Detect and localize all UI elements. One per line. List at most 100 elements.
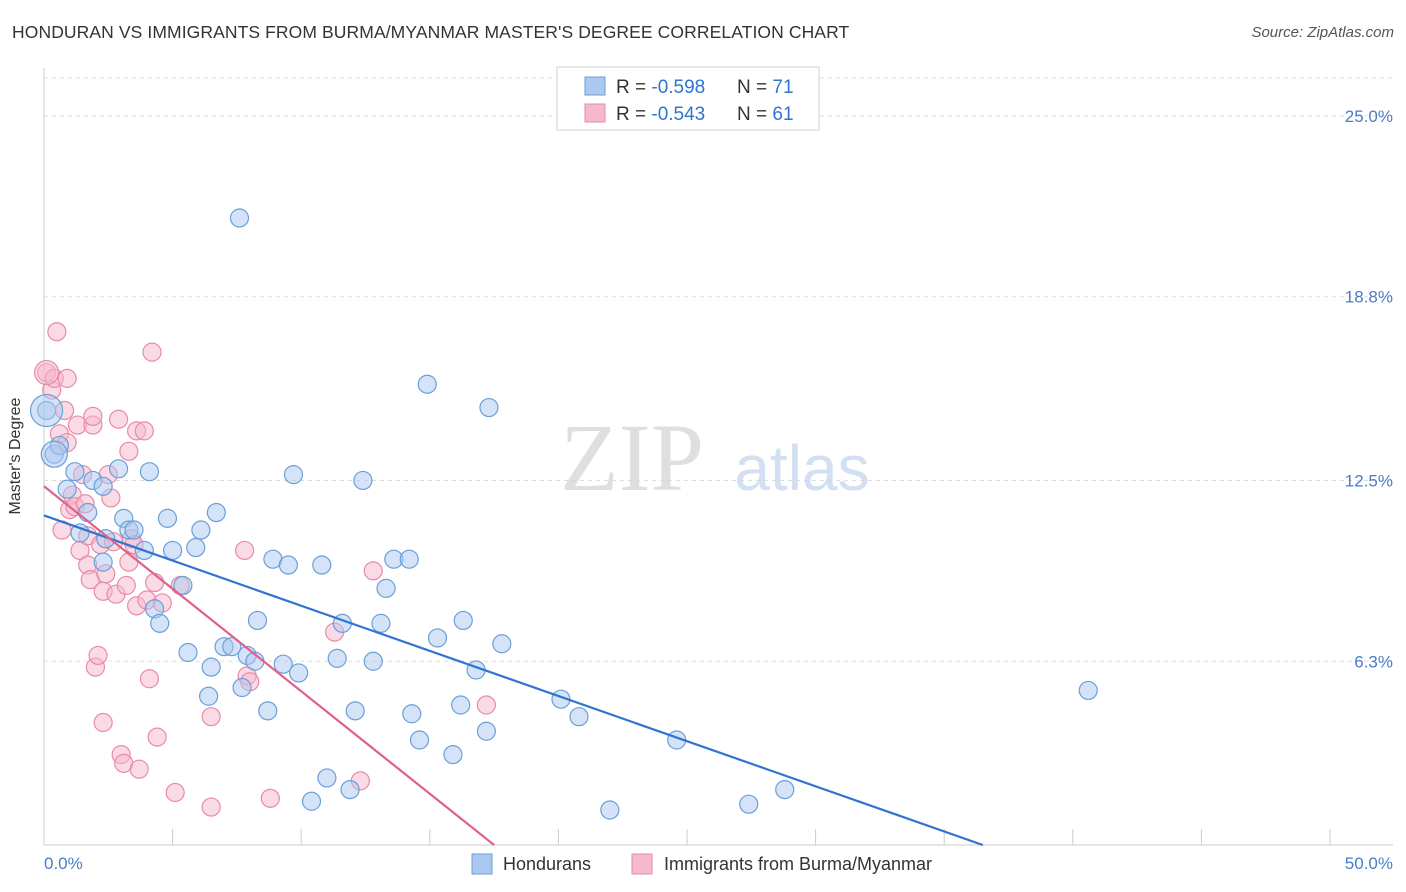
honduran-point-57 (427, 628, 448, 648)
honduran-point-34 (247, 610, 268, 631)
honduran-point-29 (222, 637, 242, 657)
honduran-point-42 (312, 555, 332, 575)
burma-point-53 (235, 540, 255, 561)
legend-label-burma: Immigrants from Burma/Myanmar (664, 854, 932, 874)
y-tick-label-2: 18.8% (1345, 288, 1393, 307)
burma-point-60 (119, 552, 139, 572)
burma-point-49 (165, 782, 185, 803)
honduran-point-63 (492, 634, 512, 654)
honduran-point-43 (317, 768, 337, 788)
burma-point-41 (134, 421, 154, 441)
honduran-point-70 (775, 779, 795, 800)
honduran-point-64 (476, 721, 496, 741)
honduran-point-22 (178, 642, 198, 663)
burma-point-43 (139, 669, 160, 689)
burma-point-45 (144, 572, 165, 593)
axes (43, 68, 1393, 846)
svg-text:R = -0.543: R = -0.543 (616, 104, 705, 125)
honduran-point-62 (479, 397, 499, 418)
burma-point-54 (260, 788, 280, 808)
burma-point-3 (47, 322, 67, 342)
honduran-point-60 (453, 610, 473, 631)
honduran-point-21 (173, 575, 193, 596)
honduran-point-55 (409, 730, 430, 750)
honduran-point-20 (163, 540, 183, 561)
stats-n-value-2: 61 (772, 104, 793, 125)
burma-point-35 (119, 441, 139, 461)
honduran-point-38 (278, 555, 298, 575)
stats-n-value-1: 71 (772, 77, 793, 98)
burma-point-8 (57, 368, 77, 388)
honduran-point-47 (345, 701, 365, 721)
honduran-point-53 (399, 549, 419, 569)
burma-point-25 (93, 712, 113, 733)
x-tick-label-0: 0.0% (44, 854, 83, 873)
trend-lines (43, 485, 984, 847)
honduran-point-24 (191, 520, 211, 540)
honduran-point-31 (232, 677, 252, 698)
honduran-point-large-1 (29, 393, 64, 428)
x-tick-label-1: 50.0% (1345, 854, 1393, 873)
honduran-point-40 (289, 663, 309, 683)
honduran-point-25 (199, 686, 219, 706)
honduran-point-27 (206, 502, 226, 523)
stats-n-label-2: N = (737, 104, 772, 125)
honduran-point-large-2 (40, 440, 68, 468)
stats-r-value-1: -0.598 (651, 77, 705, 98)
legend-label-hondurans: Hondurans (503, 854, 591, 874)
stats-r-label-2: R = (616, 104, 651, 125)
honduran-point-51 (376, 578, 396, 598)
honduran-point-30 (229, 208, 250, 228)
stats-r-label-1: R = (616, 77, 651, 98)
honduran-trend-line (43, 514, 984, 847)
source-label: Source: ZipAtlas.com (1251, 24, 1394, 41)
honduran-point-18 (150, 613, 170, 633)
honduran-point-66 (569, 707, 589, 727)
honduran-point-54 (402, 704, 422, 724)
honduran-point-39 (283, 465, 304, 485)
watermark: ZIP atlas (560, 404, 870, 511)
y-tick-label-0: 6.3% (1354, 652, 1393, 671)
honduran-point-37 (273, 654, 293, 674)
honduran-point-35 (258, 701, 278, 721)
burma-point-50 (201, 707, 221, 727)
burma-point-51 (201, 797, 221, 817)
honduran-point-23 (186, 537, 206, 558)
stats-swatch-blue (584, 76, 606, 96)
honduran-point-71 (1078, 680, 1098, 701)
series-hondurans-points (29, 208, 1098, 820)
honduran-point-58 (443, 744, 463, 765)
honduran-point-4 (65, 462, 85, 482)
watermark-atlas: atlas (734, 432, 869, 504)
honduran-point-48 (353, 470, 373, 491)
honduran-point-5 (70, 523, 90, 543)
honduran-point-9 (96, 529, 116, 549)
series-legend: Hondurans Immigrants from Burma/Myanmar (471, 853, 932, 875)
honduran-point-8 (93, 552, 113, 572)
honduran-point-44 (327, 648, 347, 668)
burma-trend-line (43, 485, 495, 846)
honduran-point-11 (108, 459, 129, 479)
burma-point-34 (116, 575, 136, 596)
burma-point-58 (476, 695, 496, 715)
honduran-point-59 (451, 695, 471, 715)
honduran-point-46 (340, 779, 360, 800)
burma-point-57 (363, 561, 383, 581)
honduran-point-56 (417, 374, 437, 394)
honduran-point-50 (371, 613, 391, 633)
legend-swatch-hondurans (471, 853, 493, 875)
honduran-point-49 (363, 651, 383, 671)
svg-text:N = 71: N = 71 (737, 77, 794, 98)
svg-text:R = -0.598: R = -0.598 (616, 77, 705, 98)
stats-legend: R = -0.598 N = 71 R = -0.543 N = 61 (556, 66, 820, 131)
burma-point-20 (83, 406, 103, 426)
stats-n-label-1: N = (737, 77, 772, 98)
honduran-point-14 (124, 520, 144, 540)
y-tick-label-1: 12.5% (1345, 471, 1393, 490)
burma-point-22 (88, 645, 108, 666)
legend-swatch-burma (631, 853, 653, 875)
tick-labels: 6.3% 12.5% 18.8% 25.0% 0.0% 50.0% (44, 107, 1393, 873)
svg-text:N = 61: N = 61 (737, 104, 794, 125)
grid-lines (44, 77, 1393, 662)
burma-point-40 (129, 759, 149, 779)
